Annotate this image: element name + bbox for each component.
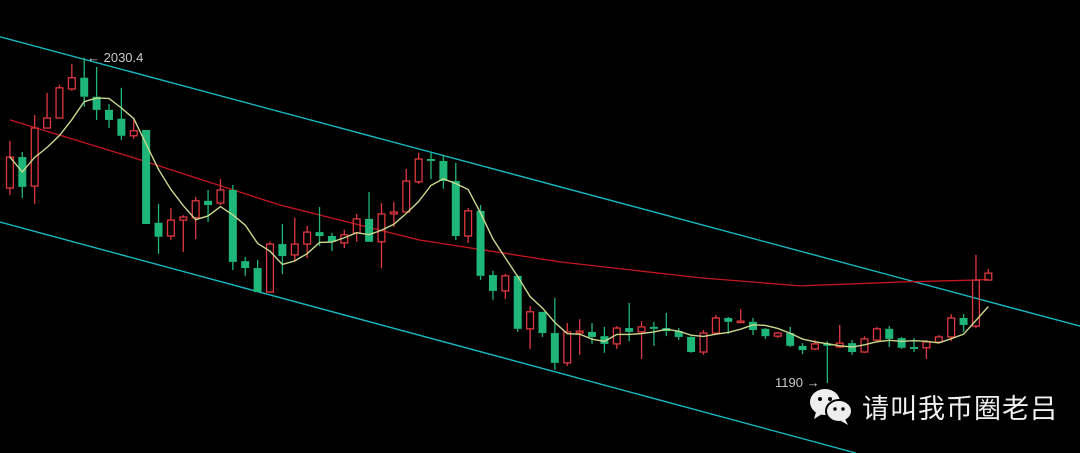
channel-lower-line	[0, 221, 857, 453]
candle-body-up	[5, 156, 14, 189]
candle-body-up	[947, 317, 956, 338]
candle-body-up	[526, 311, 535, 330]
candle-body-up	[166, 219, 175, 237]
candle-body-up	[55, 87, 64, 119]
candle-body-up	[191, 200, 200, 219]
candle-body-up	[464, 210, 473, 237]
fast-ma-line	[9, 97, 989, 348]
candle-body-up	[501, 275, 510, 292]
candle-body-down	[451, 181, 460, 236]
candle-body-down	[538, 311, 547, 334]
candle-body-down	[365, 218, 374, 242]
candle-body-up	[922, 341, 931, 349]
candle-body-up	[67, 77, 76, 90]
candle-body-up	[575, 330, 584, 334]
candle-body-up	[810, 343, 820, 350]
candle-body-up	[637, 326, 646, 333]
candle-body-up	[216, 189, 225, 204]
candle-body-down	[476, 210, 485, 276]
candle-body-down	[154, 222, 163, 237]
low-price-label: 1190 →	[775, 375, 820, 390]
candle-body-down	[625, 328, 634, 332]
candle-body-down	[241, 261, 250, 269]
candle-body-down	[910, 347, 919, 349]
candle-body-down	[513, 275, 522, 329]
candle-body-up	[303, 231, 312, 245]
candle-body-up	[179, 216, 188, 221]
candle-body-up	[43, 117, 52, 129]
candle-body-down	[588, 331, 597, 337]
candle-body-down	[117, 118, 126, 136]
candle-body-down	[315, 232, 324, 236]
watermark: 请叫我币圈老吕	[808, 386, 1058, 426]
candle-body-up	[736, 320, 745, 324]
candle-body-down	[80, 77, 89, 97]
candle-body-down	[427, 158, 436, 161]
candle-body-down	[278, 244, 287, 257]
candle-body-up	[352, 218, 361, 234]
candle-body-up	[414, 158, 423, 183]
candle-body-down	[798, 345, 807, 351]
candle-body-down	[724, 317, 733, 322]
candle-body-up	[265, 243, 275, 293]
candle-body-up	[711, 317, 720, 334]
candle-body-down	[761, 328, 770, 337]
candle-body-down	[142, 129, 151, 224]
candle-body-up	[290, 243, 299, 256]
channel-upper-line	[0, 36, 1080, 327]
candle-body-up	[773, 332, 782, 337]
candle-body-down	[439, 160, 448, 182]
candle-body-up	[30, 127, 39, 187]
candle-body-up	[699, 332, 708, 353]
candle-body-down	[897, 338, 906, 348]
wechat-icon	[810, 389, 853, 425]
candle-body-down	[253, 268, 262, 293]
candle-body-down	[600, 336, 609, 344]
watermark-text: 请叫我币圈老吕	[862, 393, 1058, 425]
candle-body-up	[563, 331, 572, 364]
candle-body-down	[786, 333, 795, 346]
candle-body-down	[649, 326, 658, 329]
candle-body-up	[872, 328, 881, 341]
candle-body-up	[389, 211, 398, 215]
candle-body-up	[129, 130, 138, 137]
candle-body-down	[327, 235, 336, 242]
high-price-label: ← 2030.4	[87, 50, 144, 65]
candle-body-down	[687, 336, 696, 353]
candle-body-up	[402, 180, 411, 213]
candle-body-down	[550, 333, 559, 363]
candle-body-down	[204, 200, 213, 206]
candle-body-down	[823, 343, 832, 346]
candle-body-down	[488, 275, 497, 291]
candle-body-up	[377, 213, 386, 243]
candle-body-up	[971, 279, 981, 327]
candle-body-down	[749, 321, 758, 330]
candle-body-down	[104, 109, 113, 120]
candle-body-up	[934, 336, 943, 343]
candle-body-down	[228, 189, 237, 262]
candle-body-down	[92, 96, 101, 110]
candle-body-up	[984, 272, 993, 281]
candle-body-down	[674, 331, 683, 337]
candle-body-down	[885, 328, 894, 339]
candle-body-down	[959, 317, 968, 325]
slow-ma-line	[9, 119, 989, 287]
